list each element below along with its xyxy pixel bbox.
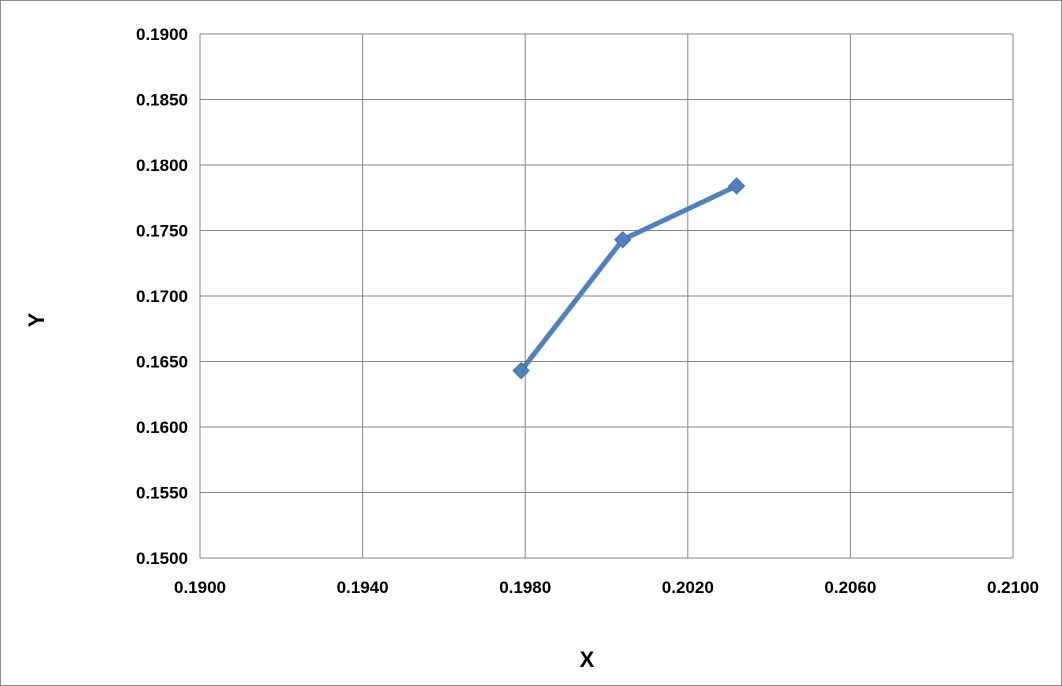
y-tick-label: 0.1850 (136, 91, 188, 110)
x-tick-label: 0.2100 (987, 578, 1039, 597)
x-tick-label: 0.1980 (499, 578, 551, 597)
data-point-marker (727, 177, 746, 195)
x-tick-label: 0.2060 (824, 578, 876, 597)
y-axis-title: Y (24, 312, 49, 327)
series-layer (512, 177, 746, 380)
data-point-marker (512, 361, 530, 380)
x-axis-tick-labels: 0.1900 0.1940 0.1980 0.2020 0.2060 0.2100 (174, 578, 1039, 597)
x-axis-title: X (580, 647, 595, 672)
horizontal-gridlines (200, 33, 1013, 559)
x-tick-label: 0.2020 (662, 578, 714, 597)
y-tick-label: 0.1900 (136, 25, 188, 44)
x-tick-label: 0.1900 (174, 578, 226, 597)
y-axis-tick-labels: 0.1900 0.1850 0.1800 0.1750 0.1700 0.1650 0.16… (136, 25, 188, 568)
x-tick-label: 0.1940 (337, 578, 389, 597)
y-tick-label: 0.1600 (136, 418, 188, 437)
y-tick-label: 0.1800 (136, 156, 188, 175)
y-tick-label: 0.1500 (136, 549, 188, 568)
series-line (518, 183, 740, 374)
y-tick-label: 0.1750 (136, 222, 188, 241)
y-tick-label: 0.1650 (136, 353, 188, 372)
data-point-marker (614, 230, 632, 249)
y-tick-label: 0.1700 (136, 287, 188, 306)
y-tick-label: 0.1550 (136, 484, 188, 503)
